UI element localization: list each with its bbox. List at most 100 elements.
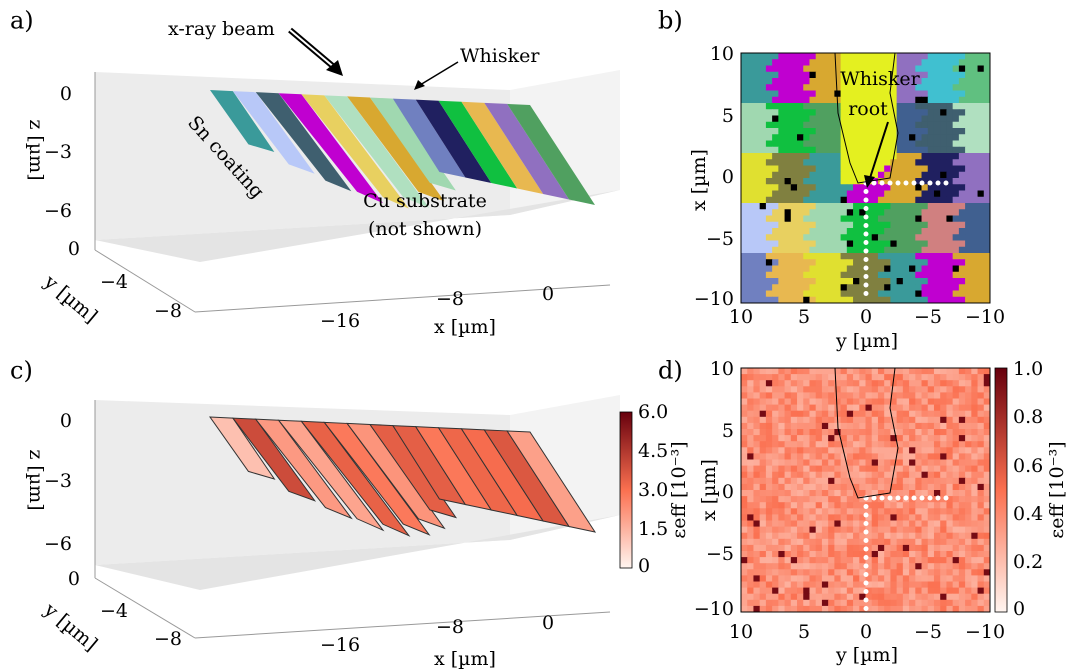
pixel	[791, 460, 798, 467]
pixel	[772, 399, 779, 406]
pixel	[778, 594, 785, 601]
pixel	[809, 234, 816, 241]
pixel	[778, 84, 785, 91]
pixel	[909, 241, 916, 248]
pixel	[785, 272, 792, 279]
pixel	[760, 272, 767, 279]
pixel	[984, 241, 991, 248]
pixel	[822, 278, 829, 285]
pixel	[971, 122, 978, 129]
pixel	[822, 478, 829, 485]
pixel	[872, 216, 879, 223]
pixel	[760, 197, 767, 204]
pixel	[965, 557, 972, 564]
pixel	[953, 594, 960, 601]
pixel	[834, 184, 841, 191]
y-tick-label: 0	[860, 621, 872, 643]
pixel	[803, 116, 810, 123]
pixel	[816, 484, 823, 491]
pixel	[878, 216, 885, 223]
pixel	[884, 569, 891, 576]
pixel	[940, 374, 947, 381]
pixel	[778, 159, 785, 166]
pixel	[822, 472, 829, 479]
pixel	[760, 228, 767, 235]
pixel	[778, 399, 785, 406]
pixel	[841, 478, 848, 485]
pixel	[859, 447, 866, 454]
pixel	[959, 582, 966, 589]
pixel	[853, 508, 860, 515]
pixel	[928, 122, 935, 129]
pixel	[934, 508, 941, 515]
pixel	[822, 103, 829, 110]
pixel	[915, 429, 922, 436]
pixel	[984, 159, 991, 166]
pixel	[809, 103, 816, 110]
pixel	[766, 84, 773, 91]
pixel	[778, 496, 785, 503]
pixel	[772, 53, 779, 60]
pixel	[965, 297, 972, 304]
pixel	[984, 417, 991, 424]
pixel	[978, 234, 985, 241]
pixel	[978, 545, 985, 552]
pixel	[772, 153, 779, 160]
pixel	[965, 216, 972, 223]
pixel	[785, 588, 792, 595]
pixel	[946, 234, 953, 241]
pixel	[884, 284, 891, 291]
pixel	[809, 147, 816, 154]
pixel	[971, 386, 978, 393]
pixel	[965, 84, 972, 91]
pixel	[965, 496, 972, 503]
pixel	[772, 386, 779, 393]
pixel	[834, 527, 841, 534]
pixel	[834, 147, 841, 154]
pixel	[797, 122, 804, 129]
pixel	[828, 203, 835, 210]
pixel	[809, 533, 816, 540]
pixel	[853, 472, 860, 479]
pixel	[940, 141, 947, 148]
pixel	[946, 228, 953, 235]
pixel	[922, 575, 929, 582]
pixel	[971, 557, 978, 564]
pixel	[753, 116, 760, 123]
pixel	[878, 563, 885, 570]
pixel	[959, 417, 966, 424]
pixel	[791, 423, 798, 430]
pixel	[753, 545, 760, 552]
pixel	[915, 484, 922, 491]
pixel	[747, 209, 754, 216]
pixel	[953, 539, 960, 546]
pixel	[847, 405, 854, 412]
pixel	[971, 405, 978, 412]
pixel	[772, 405, 779, 412]
pixel	[909, 191, 916, 198]
pixel	[922, 159, 929, 166]
pixel	[753, 399, 760, 406]
pixel	[946, 147, 953, 154]
pixel	[884, 197, 891, 204]
pixel	[747, 545, 754, 552]
pixel	[797, 417, 804, 424]
pixel	[903, 380, 910, 387]
pixel	[753, 575, 760, 582]
pixel	[940, 253, 947, 260]
pixel	[803, 441, 810, 448]
pixel	[903, 272, 910, 279]
pixel	[946, 91, 953, 98]
pixel	[909, 502, 916, 509]
pixel	[772, 594, 779, 601]
pixel	[797, 386, 804, 393]
pixel	[766, 78, 773, 85]
pixel	[965, 147, 972, 154]
pixel	[922, 59, 929, 66]
pixel	[828, 569, 835, 576]
pixel	[897, 453, 904, 460]
pixel	[791, 191, 798, 198]
pixel	[834, 594, 841, 601]
pixel	[953, 116, 960, 123]
pixel	[816, 91, 823, 98]
